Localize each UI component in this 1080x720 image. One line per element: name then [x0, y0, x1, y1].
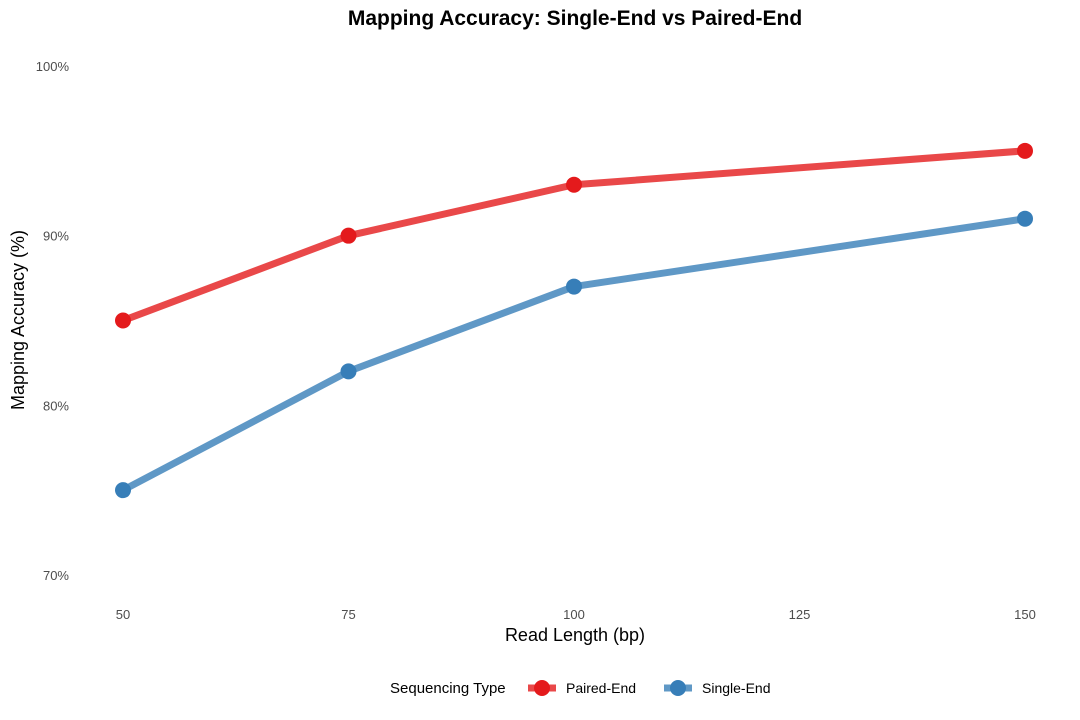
x-axis: 50 75 100 125 150 — [116, 607, 1036, 622]
data-point-paired-end — [115, 312, 131, 329]
y-axis: 70% 80% 90% 100% — [36, 59, 70, 583]
series-points — [115, 142, 1033, 499]
y-tick-label: 90% — [43, 229, 69, 244]
x-tick-label: 100 — [563, 607, 585, 622]
data-point-single-end — [566, 278, 582, 295]
x-tick-label: 50 — [116, 607, 130, 622]
x-tick-label: 75 — [341, 607, 355, 622]
y-tick-label: 80% — [43, 398, 69, 413]
x-axis-title: Read Length (bp) — [505, 625, 645, 645]
x-tick-label: 150 — [1014, 607, 1036, 622]
x-tick-label: 125 — [789, 607, 811, 622]
chart-title: Mapping Accuracy: Single-End vs Paired-E… — [348, 7, 802, 30]
data-point-paired-end — [566, 176, 582, 193]
legend-title: Sequencing Type — [390, 680, 506, 697]
legend-item-single-end: Single-End — [664, 680, 771, 696]
legend-swatch-point — [534, 680, 550, 696]
y-tick-label: 70% — [43, 568, 69, 583]
series-line-single-end — [121, 215, 1026, 494]
legend-label: Paired-End — [566, 680, 636, 696]
series-line-paired-end — [121, 147, 1026, 324]
legend-label: Single-End — [702, 680, 771, 696]
y-tick-label: 100% — [36, 59, 70, 74]
legend-swatch-point — [670, 680, 686, 696]
data-point-single-end — [115, 482, 131, 499]
data-point-paired-end — [1017, 142, 1033, 159]
legend-item-paired-end: Paired-End — [528, 680, 636, 696]
legend: Sequencing Type Paired-End Single-End — [390, 680, 771, 697]
series-lines — [121, 147, 1026, 494]
y-axis-title: Mapping Accuracy (%) — [8, 230, 28, 410]
data-point-paired-end — [340, 227, 357, 244]
data-point-single-end — [1017, 210, 1033, 227]
data-point-single-end — [340, 363, 357, 380]
